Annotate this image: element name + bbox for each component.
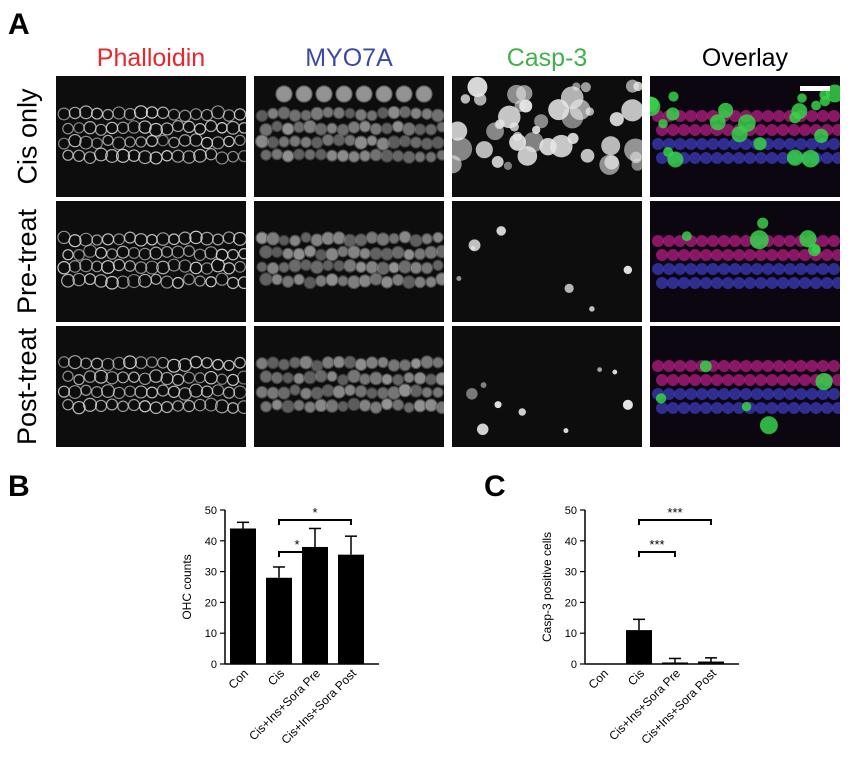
- chart-b-bar: [266, 577, 292, 664]
- micrograph-pre-treat-phalloidin: [56, 201, 246, 322]
- row-label-pre-treat: Pre-treat: [12, 208, 43, 315]
- chart-c-y-tick-label: 40: [565, 536, 577, 548]
- column-header-casp3: Casp-3: [506, 44, 588, 72]
- micrograph-post-treat-casp3: [452, 326, 642, 447]
- micrograph-cis-only-overlay: [650, 76, 840, 197]
- chart-b-y-tick-label: 30: [205, 567, 217, 579]
- chart-c-bar: [698, 661, 724, 664]
- chart-c-significance-bracket: [638, 551, 676, 557]
- chart-c-y-tick-label: 10: [565, 628, 577, 640]
- chart-b-bar: [302, 546, 328, 664]
- micrograph-cis-only-casp3: [452, 76, 642, 197]
- chart-b-y-tick-label: 40: [205, 536, 217, 548]
- chart-c-y-tick-label: 30: [565, 567, 577, 579]
- micrograph-post-treat-phalloidin: [56, 326, 246, 447]
- column-header-overlay: Overlay: [701, 44, 789, 72]
- chart-c-y-tick-label: 50: [565, 505, 577, 517]
- panel-label-c: C: [484, 470, 506, 503]
- chart-c-bar: [626, 630, 652, 664]
- row-label-post-treat: Post-treat: [12, 327, 43, 446]
- chart-c-y-tick-label: 20: [565, 597, 577, 609]
- chart-c-significance-label: ***: [667, 505, 682, 520]
- micrograph-pre-treat-casp3: [452, 201, 642, 322]
- chart-b-bar: [230, 528, 256, 664]
- micrograph-cis-only-myo7a: [254, 76, 444, 197]
- chart-b-x-tick-label: Cis: [265, 666, 287, 688]
- chart-b-significance-label: *: [312, 505, 317, 520]
- chart-b-y-tick-label: 10: [205, 628, 217, 640]
- chart-c-bar: [662, 662, 688, 664]
- chart-b-significance-label: *: [294, 537, 299, 552]
- chart-c-x-tick-label: Con: [586, 666, 611, 691]
- chart-c-significance-bracket: [638, 519, 712, 525]
- chart-b-significance-bracket: [278, 551, 316, 557]
- chart-b-bar: [338, 554, 364, 664]
- scale-bar: [800, 86, 830, 91]
- chart-b-y-tick-label: 50: [205, 505, 217, 517]
- micrograph-cis-only-phalloidin: [56, 76, 246, 197]
- chart-b-significance-bracket: [278, 519, 352, 525]
- chart-b-y-axis-label: OHC counts: [180, 554, 194, 619]
- row-label-cis-only: Cis only: [12, 88, 43, 185]
- chart-c-significance-label: ***: [649, 537, 664, 552]
- micrograph-pre-treat-myo7a: [254, 201, 444, 322]
- panel-label-a: A: [8, 8, 30, 41]
- column-header-phalloidin: Phalloidin: [96, 44, 206, 72]
- chart-b-y-tick-label: 20: [205, 597, 217, 609]
- chart-c-y-axis-label: Casp-3 positive cells: [540, 532, 554, 642]
- chart-c-x-tick-label: Cis: [625, 666, 647, 688]
- chart-b-y-tick-label: 0: [211, 659, 217, 671]
- panel-label-b: B: [8, 470, 30, 503]
- micrograph-pre-treat-overlay: [650, 201, 840, 322]
- micrograph-post-treat-myo7a: [254, 326, 444, 447]
- chart-b-x-tick-label: Con: [226, 666, 251, 691]
- chart-c-y-tick-label: 0: [571, 659, 577, 671]
- micrograph-post-treat-overlay: [650, 326, 840, 447]
- column-header-myo7a: MYO7A: [305, 44, 393, 72]
